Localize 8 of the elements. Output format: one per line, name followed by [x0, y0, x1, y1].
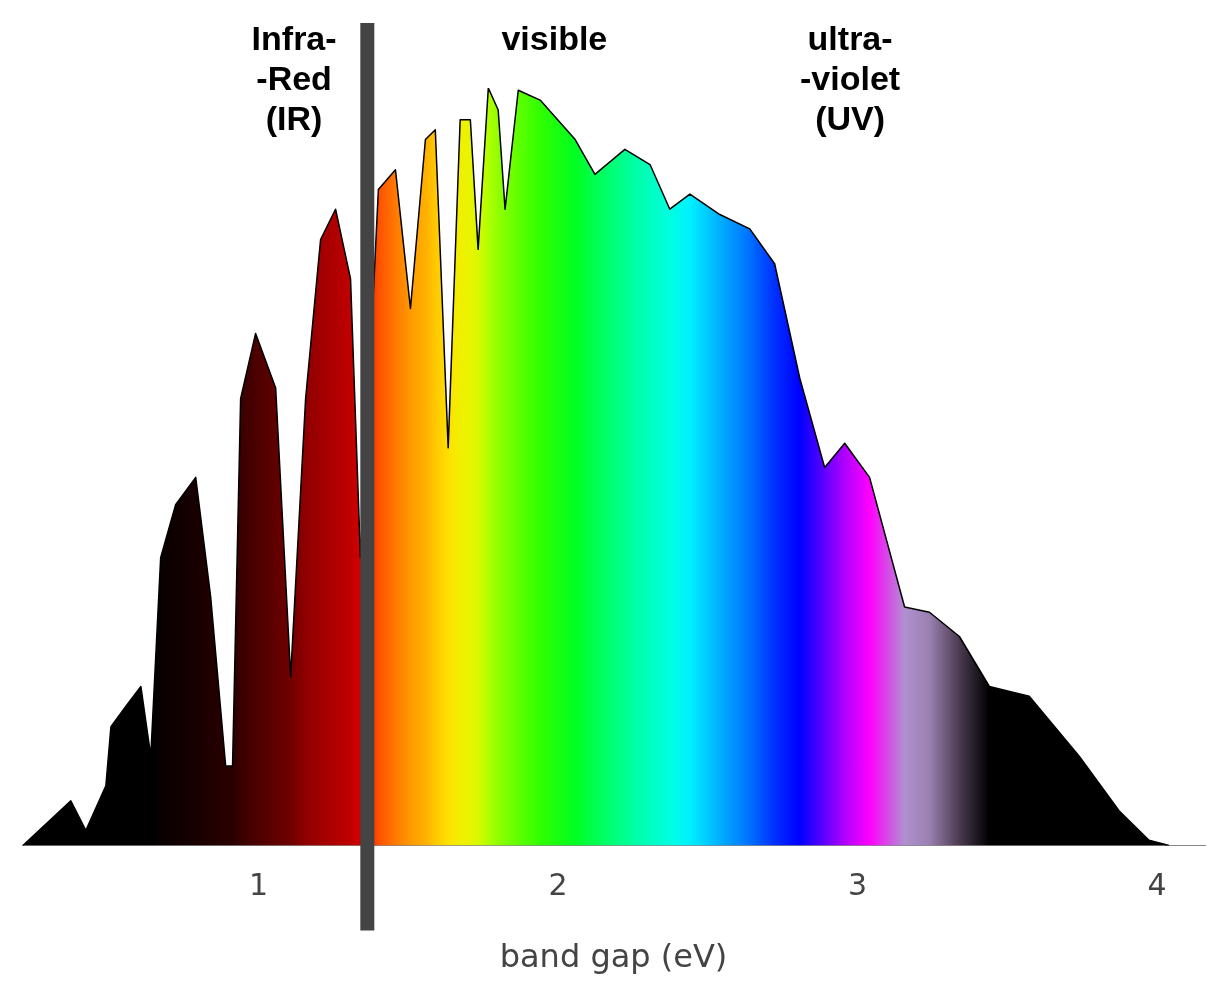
annotation: ultra- -violet (UV)	[800, 18, 901, 137]
text: visible	[501, 18, 608, 57]
x-tick-label: 3	[848, 867, 868, 903]
annotation: Infra- -Red (IR)	[251, 18, 337, 137]
x-tick-label: 1	[249, 867, 269, 903]
x-tick-label: 2	[548, 867, 568, 903]
x-tick-label: 4	[1147, 867, 1167, 903]
x-axis-title: band gap (eV)	[499, 937, 728, 976]
